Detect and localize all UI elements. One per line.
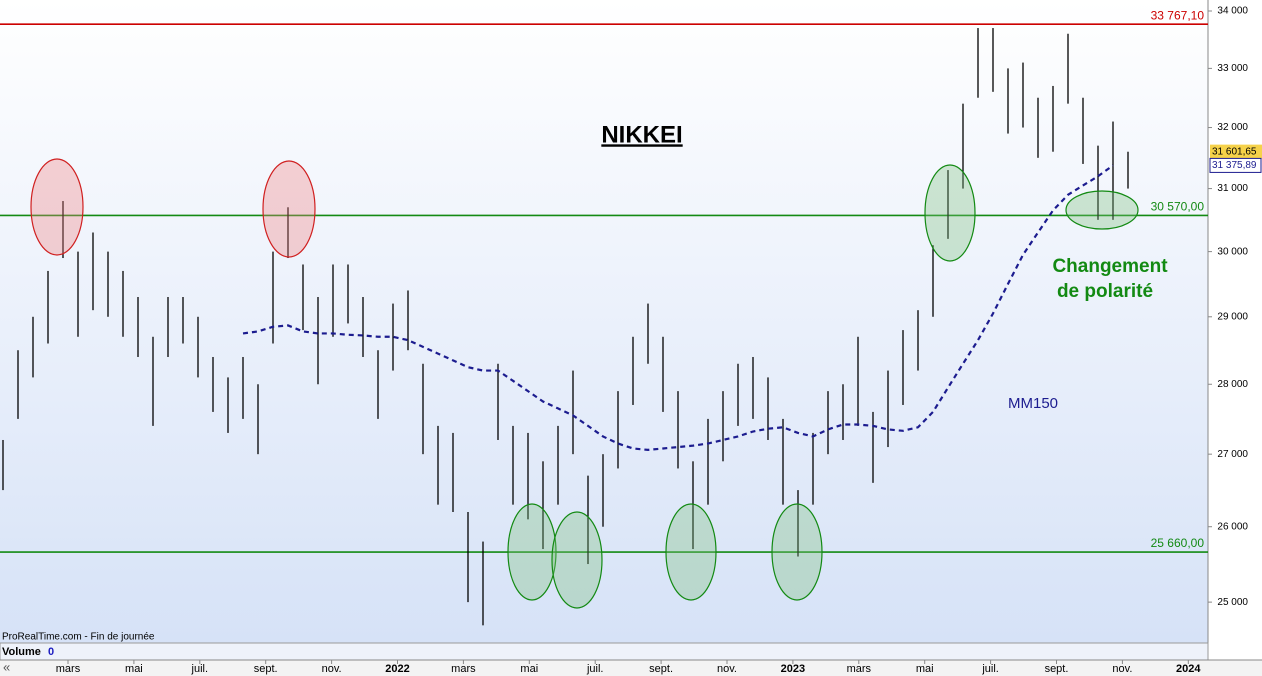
x-tick-label: sept.	[649, 663, 673, 675]
annotation: Changement de polarité	[1052, 256, 1168, 302]
y-tick-label: 29 000	[1217, 311, 1248, 322]
x-tick-label: juil.	[586, 663, 604, 675]
x-tick-label: mai	[916, 663, 934, 675]
volume-panel	[0, 642, 1209, 661]
plot-area	[0, 0, 1208, 643]
x-tick-label: mars	[56, 663, 81, 675]
y-tick-label: 26 000	[1217, 521, 1248, 532]
source: ProRealTime.com - Fin de journée	[2, 632, 155, 643]
y-axis-area	[1208, 0, 1262, 660]
y-tick-label: 25 000	[1217, 597, 1248, 608]
support-ellipse	[551, 511, 603, 609]
support-ellipse	[665, 503, 717, 601]
support-ellipse	[1065, 190, 1139, 230]
y-tick-label: 31 000	[1217, 183, 1248, 194]
x-tick-label: sept.	[254, 663, 278, 675]
y-tick-label: 33 000	[1217, 63, 1248, 74]
x-tick-label: 2023	[781, 663, 805, 675]
level-label: 30 570,00	[1151, 200, 1205, 214]
y-tick-label: 32 000	[1217, 122, 1248, 133]
x-axis-area	[0, 660, 1262, 676]
x-tick-label: mars	[847, 663, 872, 675]
x-tick-label: mai	[125, 663, 143, 675]
last-price-label: 31 601,65	[1212, 146, 1257, 157]
level-label: 25 660,00	[1151, 536, 1205, 550]
ma-last-label: 31 375,89	[1212, 160, 1257, 171]
x-tick-label: 2024	[1176, 663, 1201, 675]
y-tick-label: 30 000	[1217, 246, 1248, 257]
support-ellipse	[924, 164, 976, 262]
x-tick-label: 2022	[385, 663, 409, 675]
x-tick-label: nov.	[717, 663, 737, 675]
ma-label: MM150	[1008, 395, 1058, 412]
x-tick-label: juil.	[981, 663, 999, 675]
x-tick-label: nov.	[1112, 663, 1132, 675]
resistance-ellipse	[30, 158, 84, 256]
last-price-box	[1210, 144, 1262, 159]
x-tick-label: sept.	[1045, 663, 1069, 675]
x-tick-label: nov.	[322, 663, 342, 675]
volume-label: Volume	[2, 646, 41, 658]
support-ellipse	[507, 503, 557, 601]
y-tick-label: 27 000	[1217, 449, 1248, 460]
x-tick-label: mai	[520, 663, 538, 675]
x-tick-label: mars	[451, 663, 476, 675]
moving-average	[242, 164, 1114, 452]
highlights	[30, 158, 1139, 609]
resistance-ellipse	[262, 160, 316, 258]
scroll-button[interactable]: «	[3, 659, 10, 674]
y-tick-label: 34 000	[1217, 6, 1248, 17]
support-ellipse	[771, 503, 823, 601]
x-tick-label: juil.	[191, 663, 209, 675]
ma-last-box	[1209, 157, 1262, 173]
volume-value: 0	[48, 646, 54, 658]
chart-title: NIKKEI	[601, 121, 682, 148]
y-tick-label: 28 000	[1217, 379, 1248, 390]
level-label: 33 767,10	[1151, 8, 1205, 22]
